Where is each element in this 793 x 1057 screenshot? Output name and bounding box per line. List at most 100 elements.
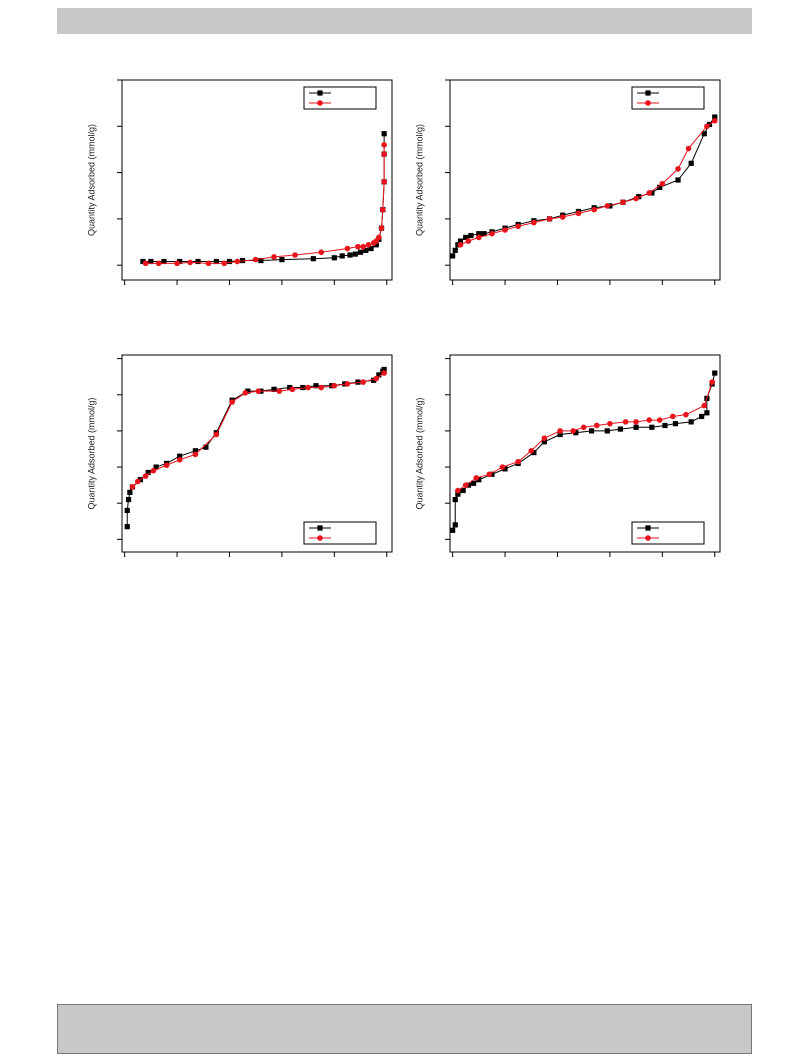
marker-square [192,448,198,454]
marker-circle [380,206,386,213]
marker-square [140,258,146,265]
marker-circle [604,203,611,209]
marker-square [213,258,219,265]
marker-circle [557,428,563,434]
marker-circle [373,375,380,382]
marker-circle [271,254,277,260]
marker-square [203,444,209,450]
marker-circle [331,382,338,389]
chart: Quantity Adsorbed (mmol/g) [414,354,721,557]
marker-circle [229,399,235,405]
y-axis-label: Quantity Adsorbed (mmol/g) [414,397,424,509]
marker-circle [252,256,259,263]
marker-circle [187,259,193,266]
marker-square [502,466,508,472]
marker-square [452,496,458,503]
marker-circle [622,419,629,425]
y-axis-label: Quantity Adsorbed (mmol/g) [86,397,96,509]
marker-circle [344,245,351,252]
marker-circle [465,238,472,244]
marker-circle [575,210,582,217]
marker-square [376,372,382,378]
marker-square [481,231,487,237]
marker-square [363,247,369,253]
marker-circle [378,225,385,231]
marker-circle [142,260,149,267]
legend-box [303,521,377,545]
marker-square [381,131,387,137]
marker-square [657,184,663,191]
plot-frame [121,354,393,553]
marker-circle [559,214,566,220]
marker-square [476,477,482,483]
marker-circle [476,234,482,241]
series-line [142,133,385,262]
marker-circle [381,142,387,148]
marker-circle [515,223,521,230]
marker-square [704,410,710,416]
marker-circle [502,227,508,233]
plot-frame [449,354,721,553]
marker-square [195,258,201,265]
marker-circle [645,535,651,541]
marker-circle [129,484,136,490]
marker-circle [360,243,366,250]
marker-square [573,430,579,436]
marker-circle [205,260,212,267]
marker-square [124,507,130,514]
marker-circle [701,402,708,409]
marker-square [124,524,130,530]
marker-square [699,413,705,420]
marker-circle [155,260,162,267]
marker-circle [163,462,170,469]
y-axis-label: Quantity Adsorbed (mmol/g) [414,124,424,236]
marker-square [226,258,233,265]
legend-box [303,86,377,110]
marker-square [701,131,707,137]
marker-square [300,384,306,391]
marker-circle [633,195,639,202]
marker-circle [656,417,663,423]
marker-square [153,464,159,470]
chart: Quantity Adsorbed (mmol/g) [414,79,721,285]
marker-square [649,424,655,430]
marker-circle [704,123,710,130]
marker-square [145,469,151,476]
marker-square [161,258,167,265]
marker-circle [213,431,220,438]
marker-circle [455,487,461,494]
marker-circle [462,482,469,488]
series-line [457,381,713,491]
marker-square [645,90,651,96]
marker-circle [381,179,387,185]
marker-circle [221,260,228,267]
marker-circle [515,458,521,465]
marker-circle [381,151,387,157]
marker-square [712,114,718,120]
marker-circle [292,252,298,258]
marker-square [317,525,323,531]
series-line [452,372,716,531]
marker-circle [531,219,537,226]
marker-circle [591,206,597,213]
marker-circle [134,478,141,485]
marker-circle [176,457,183,463]
marker-square [368,245,374,252]
marker-circle [489,230,495,237]
marker-square [468,232,474,239]
marker-square [688,419,694,425]
marker-circle [659,180,666,187]
marker-circle [683,411,689,418]
chart: Quantity Adsorbed (mmol/g) [86,79,393,285]
marker-circle [646,190,653,196]
footer-bar [57,1004,752,1054]
marker-square [604,428,610,434]
marker-circle [528,447,535,454]
marker-square [452,247,458,253]
marker-square [310,256,316,262]
legend [631,86,705,110]
header-bar [57,8,752,34]
legend [303,521,377,545]
marker-square [258,257,264,264]
marker-circle [499,464,506,470]
